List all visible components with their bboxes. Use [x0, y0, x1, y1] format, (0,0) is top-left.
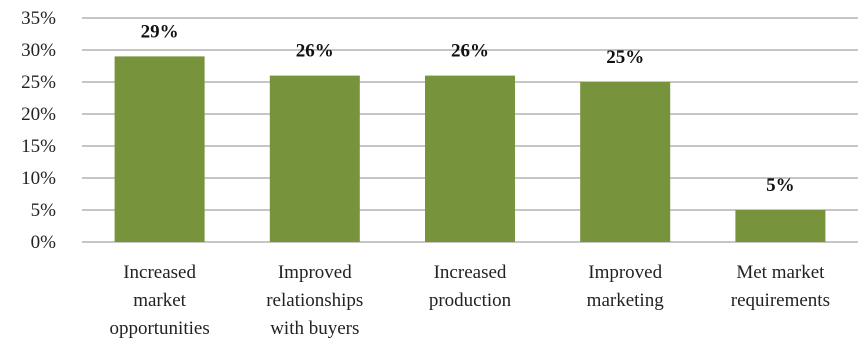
category-label: Met market requirements	[731, 262, 830, 311]
category-label: Increased market opportunities	[109, 262, 209, 339]
data-label: 25%	[606, 47, 644, 68]
y-tick-label: 5%	[31, 200, 57, 221]
data-label: 29%	[141, 21, 179, 42]
y-tick-label: 35%	[21, 8, 56, 29]
y-tick-label: 20%	[21, 104, 56, 125]
y-tick-label: 25%	[21, 72, 56, 93]
data-label: 26%	[296, 41, 334, 62]
data-label: 5%	[766, 175, 795, 196]
y-tick-label: 10%	[21, 168, 56, 189]
bar	[269, 75, 360, 242]
y-axis-ticks: 0% 5% 10% 15% 20% 25% 30% 35%	[21, 8, 56, 253]
category-label: Increased production	[429, 262, 512, 311]
y-tick-label: 0%	[31, 232, 57, 253]
category-label: Improved relationships with buyers	[266, 262, 363, 339]
data-labels: 29% 26% 26% 25% 5%	[141, 21, 795, 196]
bar	[580, 82, 671, 242]
bar	[735, 210, 826, 242]
bar	[425, 75, 515, 242]
bars	[114, 56, 826, 243]
y-tick-label: 15%	[21, 136, 56, 157]
category-label: Improved marketing	[587, 262, 665, 311]
bar	[114, 56, 205, 243]
data-label: 26%	[451, 41, 489, 62]
category-labels: Increased market opportunities Improved rela…	[109, 262, 830, 339]
y-tick-label: 30%	[21, 40, 56, 61]
